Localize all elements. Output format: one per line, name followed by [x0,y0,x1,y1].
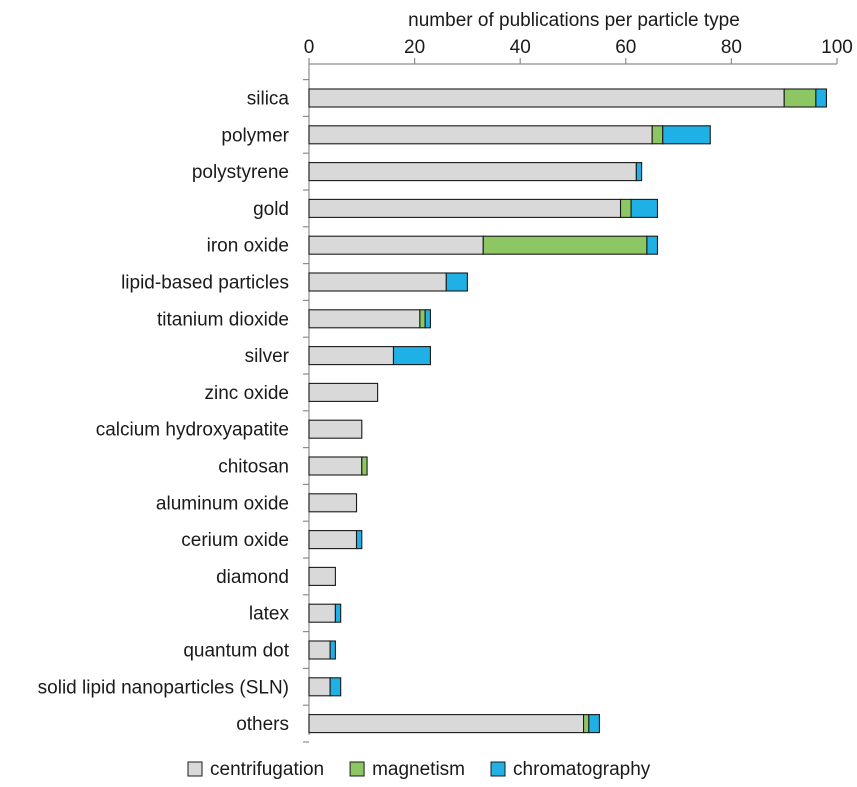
bar-segment-centrifugation [308,346,395,366]
category-label: cerium oxide [181,530,289,551]
category-label: gold [253,199,289,220]
x-tick-label: 80 [721,37,742,58]
category-label: zinc oxide [205,383,290,404]
category-label: solid lipid nanoparticles (SLN) [38,677,289,698]
category-label: polymer [221,125,289,146]
bar-segment-magnetism [482,235,648,255]
bar-segment-chromatography [392,346,431,366]
bar-segment-centrifugation [308,382,379,402]
legend-swatch-chromatography [490,761,506,777]
bar-segment-magnetism [361,456,368,476]
bar-segment-chromatography [646,235,659,255]
bar-segment-magnetism [651,125,664,145]
category-label: iron oxide [207,236,289,257]
bar-segment-chromatography [630,198,659,218]
bar-segment-centrifugation [308,714,585,734]
bar-segment-chromatography [329,677,342,697]
bar-segment-centrifugation [308,88,785,108]
category-label: chitosan [218,457,289,478]
bars [308,88,827,734]
legend-label-centrifugation: centrifugation [210,759,324,780]
category-label: quantum dot [183,641,289,662]
x-tick-label: 60 [615,37,636,58]
category-label: aluminum oxide [156,493,289,514]
category-label: polystyrene [192,162,289,183]
bar-segment-centrifugation [308,272,447,292]
category-label: lipid-based particles [121,273,289,294]
bar-segment-magnetism [419,309,426,329]
bar-segment-centrifugation [308,309,421,329]
x-tick-label: 20 [404,37,425,58]
category-labels: silica polymer polystyrene gold iron oxide li… [38,89,290,736]
bar-segment-centrifugation [308,566,336,586]
x-tick-label: 100 [821,37,853,58]
bar-segment-centrifugation [308,125,653,145]
bar-segment-chromatography [445,272,468,292]
bar-segment-centrifugation [308,419,363,439]
bar-segment-centrifugation [308,603,336,623]
bar-segment-centrifugation [308,235,484,255]
category-label: silica [247,89,290,110]
bar-segment-chromatography [334,603,342,623]
bar-segment-chromatography [588,714,600,734]
legend-swatch-magnetism [349,761,365,777]
bar-segment-chromatography [424,309,431,329]
legend-label-magnetism: magnetism [372,759,465,780]
bar-segment-chromatography [815,88,827,108]
category-label: diamond [216,567,289,588]
bar-segment-chromatography [635,162,643,182]
bar-segment-centrifugation [308,162,637,182]
legend: centrifugation magnetism chromatography [187,759,651,780]
bar-segment-magnetism [619,198,632,218]
bar-segment-centrifugation [308,198,622,218]
bar-segment-chromatography [662,125,711,145]
bar-segment-magnetism [583,714,590,734]
legend-swatch-centrifugation [187,761,203,777]
category-label: others [236,714,289,735]
x-tick-label: 0 [304,37,315,58]
legend-label-chromatography: chromatography [513,759,651,780]
bar-segment-centrifugation [308,530,358,550]
x-axis-title: number of publications per particle type [408,10,740,31]
bar-segment-chromatography [329,640,336,660]
bar-segment-chromatography [355,530,363,550]
bar-segment-centrifugation [308,640,331,660]
category-label: calcium hydroxyapatite [96,420,289,441]
category-label: titanium dioxide [157,309,289,330]
bar-segment-centrifugation [308,493,358,513]
bar-segment-centrifugation [308,677,331,697]
category-label: silver [245,346,290,367]
x-tick-label: 40 [510,37,531,58]
bar-segment-magnetism [783,88,817,108]
bar-segment-centrifugation [308,456,363,476]
category-label: latex [249,604,290,625]
